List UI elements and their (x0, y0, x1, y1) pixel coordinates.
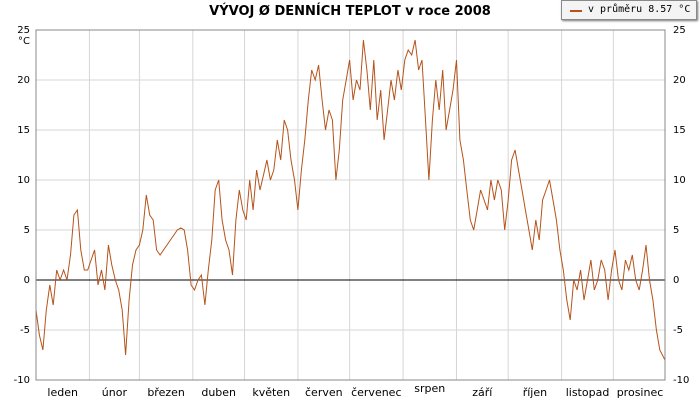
month-label: září (472, 386, 493, 399)
month-label: duben (201, 386, 236, 399)
y-ticks-right: 25 20 15 10 5 0 -5 -10 (673, 25, 689, 386)
month-label: květen (252, 386, 290, 399)
y-tick-label-left: 0 (24, 275, 30, 286)
month-labels: leden únor březen duben květen červen červenec… (47, 382, 663, 399)
frame-group (35, 29, 666, 381)
legend: v průměru 8.57 °C (561, 0, 697, 20)
y-tick-label-left: 15 (17, 125, 30, 136)
month-label: březen (147, 386, 185, 399)
plot-frame (35, 29, 666, 381)
y-tick-label-left: 10 (17, 175, 30, 186)
y-unit-label: °C (18, 36, 30, 47)
y-tick-label-left: -10 (14, 375, 30, 386)
y-tick-label-right: 25 (673, 25, 686, 36)
month-label: prosinec (617, 386, 664, 399)
month-label: červen (305, 386, 343, 399)
series-group (35, 39, 666, 361)
month-label: červenec (351, 386, 401, 399)
legend-swatch (570, 10, 582, 12)
month-label: leden (47, 386, 78, 399)
y-tick-label-left: 20 (17, 75, 30, 86)
month-label: únor (102, 386, 128, 399)
y-tick-label-left: 5 (24, 225, 30, 236)
y-tick-label-right: 5 (673, 225, 679, 236)
y-tick-label-right: 0 (673, 275, 679, 286)
series-line (35, 39, 666, 361)
month-label: listopad (566, 386, 610, 399)
y-ticks-left: 25 20 15 10 5 0 -5 -10 (14, 25, 30, 386)
y-tick-label-right: -5 (673, 325, 683, 336)
month-label: říjen (523, 386, 547, 399)
y-tick-label-left: -5 (20, 325, 30, 336)
y-tick-label-right: -10 (673, 375, 689, 386)
y-tick-label-right: 10 (673, 175, 686, 186)
y-tick-label-right: 15 (673, 125, 686, 136)
legend-label: v průměru 8.57 °C (588, 4, 691, 15)
y-tick-label-right: 20 (673, 75, 686, 86)
month-label: srpen (414, 382, 445, 395)
y-tick-label-left: 25 (17, 25, 30, 36)
chart-title: VÝVOJ Ø DENNÍCH TEPLOT v roce 2008 (209, 4, 491, 19)
